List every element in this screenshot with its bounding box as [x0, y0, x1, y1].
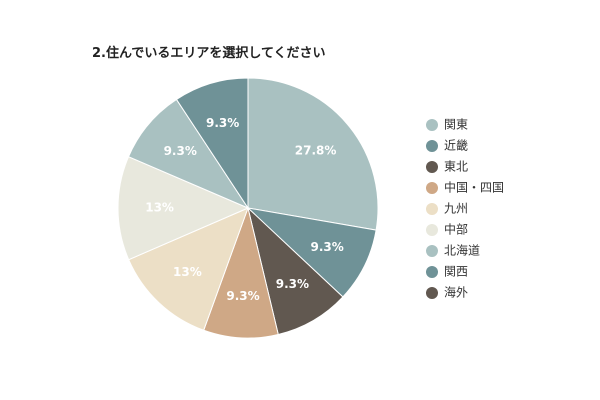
legend-marker-6: [426, 245, 438, 257]
slice-data-label-7: 9.3%: [206, 116, 239, 130]
legend-label-0[interactable]: 関東: [444, 118, 468, 132]
chart-title: 2.住んでいるエリアを選択してください: [92, 46, 326, 61]
slice-data-label-6: 9.3%: [164, 144, 197, 158]
legend-marker-1: [426, 140, 438, 152]
legend-marker-8: [426, 287, 438, 299]
legend-marker-4: [426, 203, 438, 215]
slice-data-label-5: 13%: [145, 201, 174, 215]
legend-label-1[interactable]: 近畿: [444, 139, 468, 153]
legend-marker-0: [426, 119, 438, 131]
pie-slice-0[interactable]: [247, 77, 379, 231]
legend-label-2[interactable]: 東北: [444, 160, 468, 174]
legend-marker-2: [426, 161, 438, 173]
slice-data-label-0: 27.8%: [295, 144, 337, 158]
legend-marker-3: [426, 182, 438, 194]
pie-slice-4[interactable]: [128, 207, 249, 331]
legend-label-8[interactable]: 海外: [444, 285, 468, 300]
slice-data-label-3: 9.3%: [226, 289, 259, 303]
legend-label-5[interactable]: 中部: [444, 222, 468, 237]
legend-label-7[interactable]: 関西: [444, 265, 468, 279]
pie-slice-7[interactable]: [175, 77, 249, 210]
legend-label-3[interactable]: 中国・四国: [444, 180, 504, 195]
legend-marker-5: [426, 224, 438, 236]
slice-data-label-2: 9.3%: [276, 277, 309, 291]
slice-data-label-1: 9.3%: [310, 240, 343, 254]
slice-data-label-4: 13%: [173, 265, 202, 279]
pie-slice-5[interactable]: [117, 156, 250, 261]
legend-label-6[interactable]: 北海道: [444, 243, 480, 258]
legend-label-4[interactable]: 九州: [444, 202, 468, 216]
legend-marker-7: [426, 266, 438, 278]
